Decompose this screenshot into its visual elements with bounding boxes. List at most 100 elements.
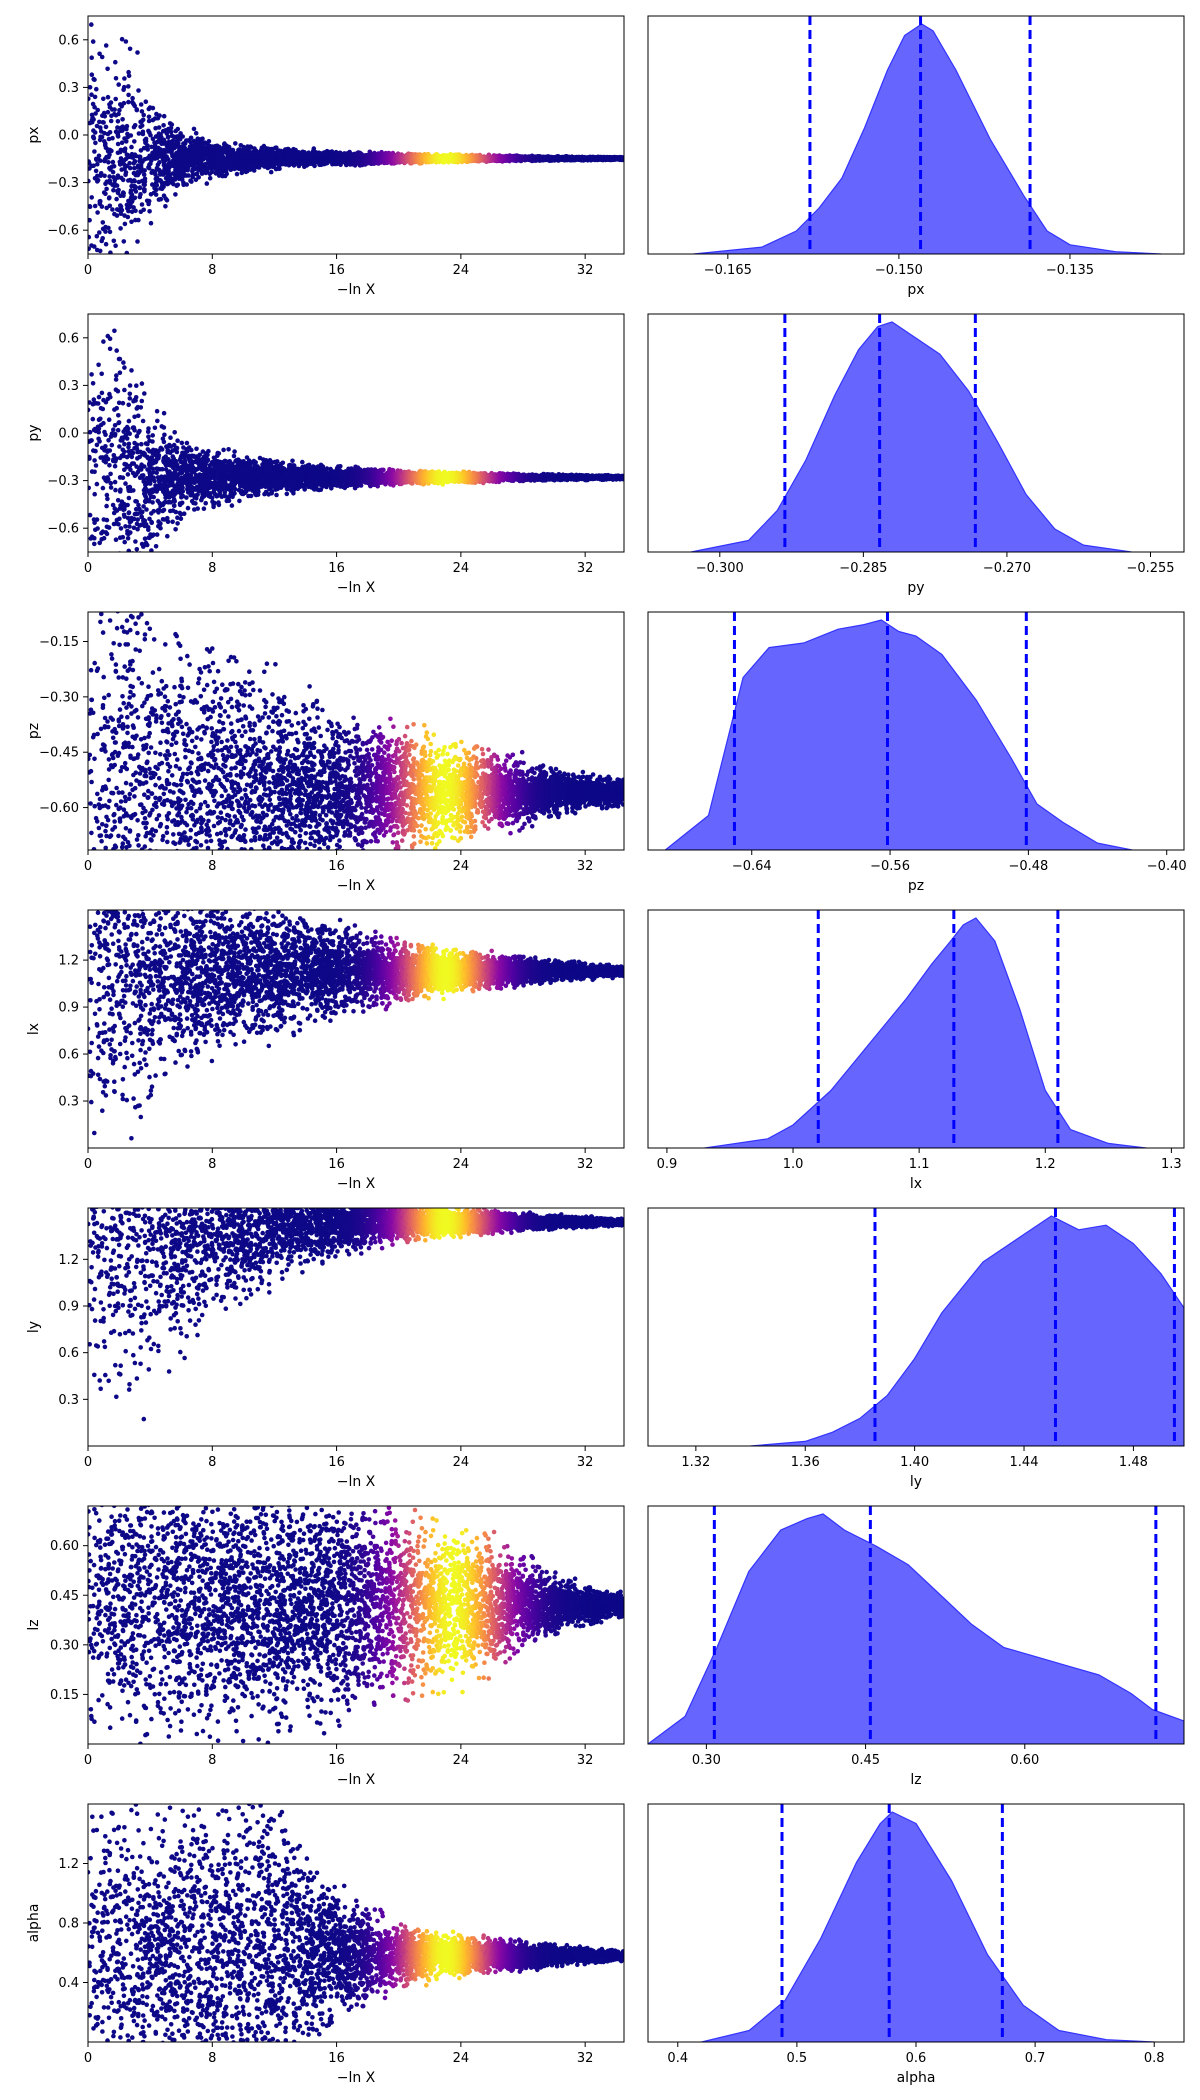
trace-px-sample-point [97, 119, 102, 125]
trace-px-sample-point [148, 132, 153, 138]
trace-px-sample-point [169, 122, 175, 127]
trace-px-sample-point [114, 213, 120, 218]
trace-px-sample-point [123, 170, 129, 175]
trace-px-sample-point [117, 262, 122, 267]
trace-px-sample-point [127, 160, 132, 166]
trace-px-sample-point [147, 209, 152, 214]
trace-px-sample-point [143, 99, 149, 104]
trace-px-sample-point [124, 123, 130, 129]
trace-px-sample-point [268, 169, 274, 175]
trace-px-sample-point [104, 11, 109, 16]
trace-px-sample-point [129, 144, 134, 150]
trace-px-sample-point [251, 168, 257, 173]
trace-px-sample-point [114, 183, 120, 188]
trace-px-sample-point [107, 229, 113, 235]
trace-px-sample-point [99, 54, 105, 60]
trace-px-sample-point [233, 141, 238, 146]
trace-px-sample-point [88, 246, 91, 252]
trace-px-sample-point [119, 140, 125, 145]
trace-px-sample-point [101, 120, 106, 125]
trace-px-sample-point [146, 165, 152, 171]
trace-px-sample-point [132, 159, 138, 165]
trace-px-sample-point [115, 173, 121, 178]
trace-px-sample-point [132, 195, 138, 201]
trace-px-sample-point [194, 171, 200, 177]
trace-px-sample-point [90, 39, 96, 44]
trace-px-sample-point [158, 196, 164, 202]
trace-px-sample-point [142, 176, 148, 182]
trace-px-sample-point [112, 178, 118, 183]
trace-px-sample-point [141, 207, 146, 213]
trace-px-sample-point [115, 119, 121, 124]
trace-px-sample-point [105, 278, 110, 283]
trace-px-sample-point [103, 229, 108, 234]
trace-px-sample-point [134, 107, 140, 113]
trace-px-sample-point [132, 123, 138, 128]
trace-px-sample-point [127, 165, 133, 171]
trace-px-sample-point [128, 133, 134, 138]
trace-px-sample-point [115, 134, 121, 139]
trace-px-sample-point [130, 95, 135, 101]
trace-px-sample-point [95, 210, 100, 215]
trace-px-sample-point [106, 225, 111, 231]
trace-px-sample-point [139, 202, 145, 207]
trace-px-sample-point [92, 149, 97, 154]
trace-px-sample-point [106, 136, 112, 142]
trace-px-sample-point [140, 131, 146, 137]
trace-px-sample-point [193, 130, 199, 136]
trace-px-sample-point [110, 169, 116, 175]
trace-px-sample-point [88, 234, 92, 240]
trace-px-sample-point [140, 117, 146, 123]
trace-px-sample-point [137, 185, 143, 190]
trace-px-sample-point [92, 94, 98, 100]
trace-px-sample-point [118, 211, 124, 216]
trace-px-sample-point [135, 239, 140, 244]
trace-px-sample-point [132, 165, 137, 171]
trace-px-sample-point [116, 111, 121, 117]
trace-px-sample-point [170, 138, 176, 143]
trace-px-sample-point [92, 130, 98, 135]
trace-px-sample-point [115, 125, 120, 130]
trace-px-sample-point [107, 174, 112, 179]
trace-px-sample-point [116, 187, 121, 193]
trace-px-sample-point [186, 173, 191, 178]
trace-px-sample-point [116, 82, 121, 87]
trace-px-sample-point [274, 145, 279, 150]
trace-px-sample-point [118, 204, 124, 209]
trace-px-sample-point [129, 219, 134, 225]
trace-px-sample-point [95, 161, 100, 167]
trace-px-sample-point [112, 107, 117, 112]
trace-px-sample-point [111, 164, 117, 169]
trace-px-sample-point [152, 143, 158, 148]
trace-px-sample-point [161, 137, 167, 143]
trace-px-sample-point [118, 226, 123, 231]
trace-px-sample-point [113, 59, 118, 65]
trace-px-sample-point [142, 187, 147, 192]
trace-px-sample-point [88, 204, 93, 210]
trace-px-sample-point [93, 168, 99, 174]
trace-px-sample-point [189, 179, 194, 184]
trace-px-sample-point [154, 182, 160, 188]
trace-px-sample-point [175, 126, 181, 132]
trace-px-sample-point [95, 107, 100, 113]
trace-px-sample-point [108, 118, 114, 124]
trace-px-sample-point [234, 171, 240, 177]
trace-px-sample-point [126, 92, 131, 98]
trace-px-sample-point [162, 147, 167, 153]
trace-px-sample-point [168, 129, 174, 135]
trace-px-sample-point [94, 233, 100, 239]
trace-px-sample-point [224, 171, 229, 177]
trace-px-sample-point [89, 72, 95, 77]
trace-px-sample-point [88, 96, 91, 102]
trace-px-sample-point [123, 39, 129, 44]
trace-px-sample-point [204, 181, 210, 186]
trace-px-sample-point [166, 134, 171, 140]
trace-px-sample-point [132, 103, 137, 109]
trace-px-sample-point [102, 173, 107, 179]
trace-px-sample-point [122, 221, 128, 227]
trace-px-sample-point [143, 138, 149, 144]
trace-px-sample-point [92, 104, 97, 110]
trace-px-sample-point [111, 238, 117, 244]
trace-px-sample-point [106, 160, 111, 165]
